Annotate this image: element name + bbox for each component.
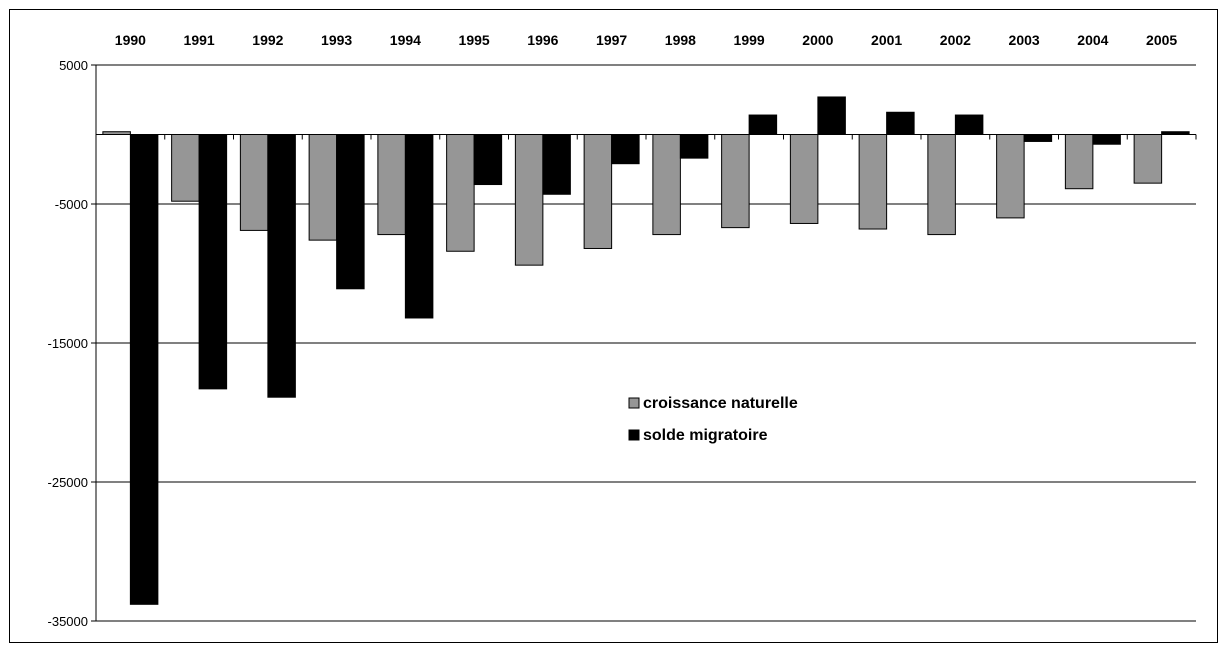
bar-croissance-naturelle bbox=[858, 134, 888, 230]
bar-solde-migratoire bbox=[473, 134, 503, 186]
x-tick-label: 1992 bbox=[252, 32, 283, 48]
bar-solde-migratoire bbox=[1023, 134, 1053, 142]
bar-solde-migratoire bbox=[129, 134, 159, 605]
bar-solde-migratoire bbox=[336, 134, 365, 290]
bar-croissance-naturelle bbox=[239, 134, 269, 231]
bar-solde-migratoire bbox=[267, 134, 296, 398]
x-axis-labels: 1990 1991 1992 1993 1994 1995 1996 1997 1998 1999… bbox=[115, 32, 1178, 48]
bar-croissance-naturelle bbox=[1064, 134, 1094, 190]
y-axis-ticks: 5000 -5000 -15000 -25000 -35000 bbox=[48, 58, 96, 629]
x-tick-label: 1990 bbox=[115, 32, 146, 48]
x-tick-label: 1991 bbox=[184, 32, 215, 48]
bar-croissance-naturelle bbox=[583, 134, 613, 249]
bar-croissance-naturelle bbox=[652, 134, 681, 236]
legend: croissance naturelle solde migratoire bbox=[628, 395, 798, 444]
x-tick-label: 2002 bbox=[940, 32, 971, 48]
bar-solde-migratoire bbox=[1092, 134, 1121, 145]
bar-croissance-naturelle bbox=[789, 134, 819, 224]
bar-croissance-naturelle bbox=[446, 134, 475, 252]
x-tick-label: 1998 bbox=[665, 32, 696, 48]
x-tick-label: 1997 bbox=[596, 32, 627, 48]
x-tick-label: 1995 bbox=[459, 32, 490, 48]
bar-solde-migratoire bbox=[198, 134, 228, 390]
bar-solde-migratoire bbox=[404, 134, 434, 319]
bar-solde-migratoire bbox=[611, 134, 640, 165]
bar-croissance-naturelle bbox=[171, 134, 200, 202]
y-tick-label: -35000 bbox=[48, 614, 88, 629]
x-tick-label: 2005 bbox=[1146, 32, 1177, 48]
x-tick-label: 1994 bbox=[390, 32, 421, 48]
y-tick-label: -5000 bbox=[55, 197, 88, 212]
x-tick-label: 1993 bbox=[321, 32, 352, 48]
bar-croissance-naturelle bbox=[996, 134, 1025, 219]
bar-solde-migratoire bbox=[817, 96, 846, 135]
x-tick-label: 2001 bbox=[871, 32, 902, 48]
x-tick-label: 2000 bbox=[802, 32, 833, 48]
axes bbox=[95, 65, 1197, 621]
legend-label: croissance naturelle bbox=[643, 395, 798, 412]
bars bbox=[102, 96, 1190, 605]
bar-croissance-naturelle bbox=[308, 134, 338, 241]
y-tick-label: -15000 bbox=[48, 336, 88, 351]
legend-swatch bbox=[628, 429, 640, 441]
legend-label: solde migratoire bbox=[643, 427, 768, 444]
bar-croissance-naturelle bbox=[377, 134, 406, 236]
x-tick-label: 1999 bbox=[734, 32, 765, 48]
x-tick-label: 2003 bbox=[1009, 32, 1040, 48]
bar-croissance-naturelle bbox=[927, 134, 956, 236]
y-tick-label: -25000 bbox=[48, 475, 88, 490]
bar-croissance-naturelle bbox=[514, 134, 544, 266]
x-tick-label: 2004 bbox=[1077, 32, 1108, 48]
bar-croissance-naturelle bbox=[721, 134, 750, 229]
x-tick-label: 1996 bbox=[527, 32, 558, 48]
bar-croissance-naturelle bbox=[1133, 134, 1163, 184]
bar-solde-migratoire bbox=[542, 134, 571, 195]
bar-solde-migratoire bbox=[954, 114, 984, 135]
bar-solde-migratoire bbox=[679, 134, 709, 159]
y-tick-label: 5000 bbox=[59, 58, 88, 73]
bar-solde-migratoire bbox=[748, 114, 778, 135]
legend-swatch bbox=[628, 397, 640, 409]
bar-solde-migratoire bbox=[886, 111, 915, 136]
